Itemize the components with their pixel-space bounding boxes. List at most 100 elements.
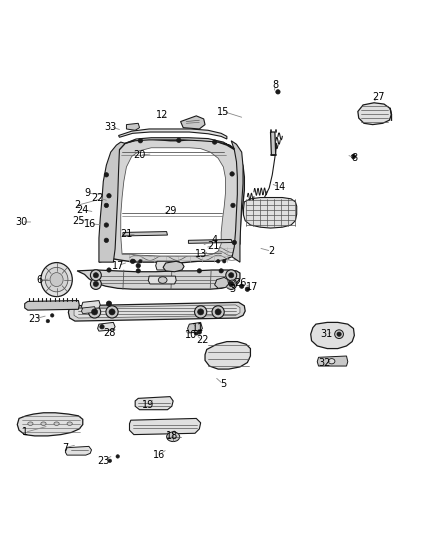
Text: 2: 2 — [268, 246, 275, 256]
Polygon shape — [123, 231, 167, 236]
Ellipse shape — [131, 259, 135, 263]
Text: 25: 25 — [72, 216, 85, 225]
Ellipse shape — [198, 309, 204, 315]
Text: 8: 8 — [273, 80, 279, 90]
Polygon shape — [77, 270, 240, 289]
Ellipse shape — [337, 332, 341, 336]
Polygon shape — [127, 123, 140, 130]
Polygon shape — [180, 116, 205, 129]
Ellipse shape — [276, 90, 280, 94]
Ellipse shape — [104, 203, 109, 207]
Text: 13: 13 — [195, 249, 208, 259]
Text: 28: 28 — [103, 328, 115, 338]
Ellipse shape — [106, 306, 118, 318]
Ellipse shape — [223, 260, 226, 263]
Text: 22: 22 — [92, 192, 104, 203]
Polygon shape — [317, 356, 348, 366]
Text: 17: 17 — [112, 261, 124, 271]
Text: 6: 6 — [36, 276, 42, 286]
Ellipse shape — [50, 313, 54, 317]
Ellipse shape — [229, 280, 235, 286]
Ellipse shape — [197, 269, 201, 273]
Ellipse shape — [328, 359, 335, 364]
Ellipse shape — [50, 272, 63, 287]
Ellipse shape — [215, 309, 221, 315]
Polygon shape — [155, 261, 180, 270]
Ellipse shape — [67, 422, 72, 425]
Text: 29: 29 — [164, 206, 176, 216]
Ellipse shape — [46, 319, 49, 323]
Text: 30: 30 — [15, 217, 28, 227]
Polygon shape — [205, 342, 251, 369]
Ellipse shape — [231, 203, 235, 207]
Text: 20: 20 — [133, 150, 146, 160]
Ellipse shape — [138, 139, 143, 143]
Text: 10: 10 — [184, 330, 197, 341]
Polygon shape — [187, 322, 202, 333]
Ellipse shape — [139, 260, 142, 263]
Text: 24: 24 — [77, 205, 89, 215]
Ellipse shape — [54, 422, 59, 425]
Text: 12: 12 — [156, 110, 169, 119]
Polygon shape — [68, 302, 245, 321]
Polygon shape — [121, 148, 226, 256]
Ellipse shape — [28, 422, 33, 425]
Ellipse shape — [107, 268, 111, 272]
Polygon shape — [215, 277, 229, 288]
Ellipse shape — [41, 263, 72, 297]
Text: 31: 31 — [320, 329, 332, 339]
Ellipse shape — [212, 140, 217, 144]
Polygon shape — [81, 306, 96, 313]
Text: 22: 22 — [196, 335, 208, 345]
Text: 8: 8 — [351, 153, 357, 163]
Polygon shape — [99, 139, 244, 263]
Polygon shape — [231, 141, 243, 262]
Ellipse shape — [104, 173, 109, 177]
Text: 5: 5 — [220, 379, 226, 390]
Text: 11: 11 — [192, 322, 204, 333]
Ellipse shape — [212, 306, 224, 318]
Ellipse shape — [104, 223, 109, 227]
Polygon shape — [130, 418, 201, 434]
Ellipse shape — [335, 330, 343, 338]
Polygon shape — [148, 276, 176, 284]
Ellipse shape — [116, 455, 120, 458]
Text: 7: 7 — [62, 443, 68, 453]
Text: 3: 3 — [229, 284, 235, 294]
Polygon shape — [135, 397, 173, 410]
Ellipse shape — [90, 279, 101, 289]
Text: 23: 23 — [28, 314, 41, 324]
Text: 21: 21 — [208, 240, 220, 251]
Ellipse shape — [194, 306, 207, 318]
Polygon shape — [163, 261, 184, 272]
Text: 9: 9 — [84, 188, 90, 198]
Polygon shape — [65, 446, 92, 455]
Text: 19: 19 — [142, 400, 154, 410]
Ellipse shape — [109, 309, 115, 315]
Text: 1: 1 — [21, 427, 28, 438]
Ellipse shape — [45, 268, 68, 292]
Ellipse shape — [232, 240, 237, 245]
Ellipse shape — [41, 422, 46, 425]
Text: 27: 27 — [372, 92, 385, 102]
Ellipse shape — [240, 284, 244, 288]
Ellipse shape — [229, 281, 234, 287]
Text: 17: 17 — [246, 282, 258, 293]
Ellipse shape — [92, 309, 98, 315]
Ellipse shape — [136, 269, 141, 273]
Polygon shape — [125, 138, 234, 149]
Polygon shape — [81, 301, 100, 309]
Polygon shape — [188, 239, 232, 244]
Ellipse shape — [230, 172, 234, 176]
Polygon shape — [311, 322, 354, 349]
Ellipse shape — [106, 301, 112, 306]
Polygon shape — [358, 103, 392, 125]
Text: 26: 26 — [235, 278, 247, 288]
Ellipse shape — [93, 281, 99, 287]
Polygon shape — [244, 198, 297, 228]
Ellipse shape — [166, 432, 180, 441]
Text: 2: 2 — [74, 200, 80, 211]
Text: 21: 21 — [120, 229, 133, 239]
Text: 16: 16 — [84, 219, 96, 229]
Ellipse shape — [177, 138, 181, 142]
